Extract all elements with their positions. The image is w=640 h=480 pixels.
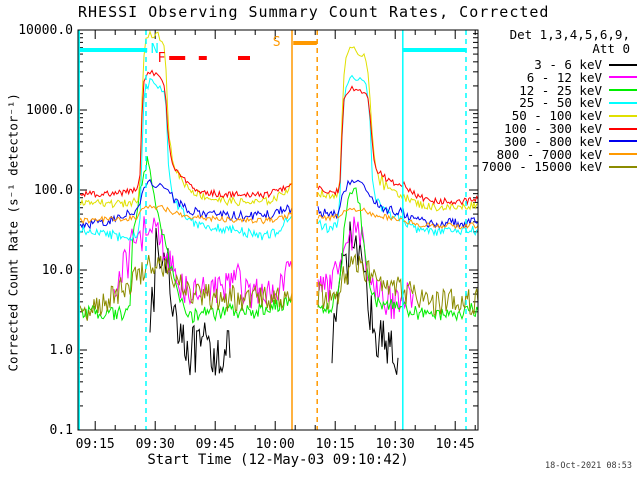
legend-swatch (609, 63, 637, 66)
series-line-5 (78, 69, 293, 199)
legend-item-label: 25 - 50 keV (519, 95, 602, 111)
legend-swatch (609, 153, 637, 156)
series-line-7 (78, 204, 293, 225)
series-line-8 (79, 255, 293, 321)
series-line-3 (78, 77, 293, 242)
legend-item-label: 12 - 25 keV (519, 82, 602, 98)
legend-item-label: 7000 - 15000 keV (481, 159, 602, 175)
legend-swatch (609, 127, 637, 130)
x-tick-label: 10:15 (316, 437, 355, 452)
flag-label-night: N (151, 42, 159, 57)
legend-item-label: 6 - 12 keV (526, 69, 602, 85)
y-tick-label: 1000.0 (26, 103, 73, 118)
legend-swatch (609, 101, 637, 104)
x-tick-label: 10:30 (376, 437, 415, 452)
legend-item: 25 - 50 keV (519, 95, 637, 111)
y-tick-label: 1.0 (50, 343, 73, 358)
x-tick-label: 09:30 (136, 437, 175, 452)
legend-swatch (609, 165, 637, 168)
legend-item-label: 300 - 800 keV (504, 133, 602, 149)
legend-attenuator: Att 0 (592, 41, 630, 56)
legend-item-label: 50 - 100 keV (511, 108, 602, 124)
legend-item: 50 - 100 keV (511, 108, 637, 124)
legend-item-label: 3 - 6 keV (534, 57, 602, 72)
chart-title: RHESSI Observing Summary Count Rates, Co… (78, 3, 550, 21)
series-line-3 (317, 74, 478, 237)
legend-swatch (609, 76, 637, 79)
legend-item-label: 800 - 7000 keV (496, 146, 602, 162)
series-line-1 (317, 216, 414, 320)
legend-item: 7000 - 15000 keV (481, 159, 637, 175)
series-line-4 (317, 46, 478, 212)
series-group (78, 30, 478, 376)
series-line-5 (317, 85, 478, 206)
series-line-4 (78, 30, 293, 209)
legend-item: 300 - 800 keV (504, 133, 637, 149)
legend-detectors: Det 1,3,4,5,6,9, (509, 27, 630, 42)
legend-item: 12 - 25 keV (519, 82, 637, 98)
generation-timestamp: 18-Oct-2021 08:53 (545, 461, 632, 471)
x-tick-label: 10:00 (256, 437, 295, 452)
flag-label-flare: F (158, 51, 166, 66)
legend-item: 3 - 6 keV (534, 57, 637, 72)
plot-frame (77, 29, 479, 431)
series-line-6 (317, 179, 478, 229)
legend-item-label: 100 - 300 keV (504, 121, 602, 136)
legend-item: 800 - 7000 keV (496, 146, 637, 162)
legend-swatch (609, 114, 637, 117)
y-tick-label: 0.1 (50, 423, 73, 438)
x-tick-label: 10:45 (436, 437, 475, 452)
x-tick-label: 09:45 (196, 437, 235, 452)
y-tick-label: 100.0 (34, 183, 73, 198)
y-tick-label: 10000.0 (18, 23, 73, 38)
flag-label-saa: S (273, 35, 281, 50)
series-line-8 (317, 253, 478, 317)
legend-swatch (609, 89, 637, 92)
legend-item: 100 - 300 keV (504, 121, 637, 136)
series-line-0 (331, 221, 399, 375)
series-line-7 (317, 207, 478, 230)
series-line-2 (81, 156, 293, 324)
legend-item: 6 - 12 keV (526, 69, 637, 85)
y-tick-label: 10.0 (42, 263, 73, 278)
x-axis-label: Start Time (12-May-03 09:10:42) (147, 452, 409, 468)
x-tick-label: 09:15 (76, 437, 115, 452)
series-line-2 (317, 187, 478, 322)
legend-swatch (609, 140, 637, 143)
